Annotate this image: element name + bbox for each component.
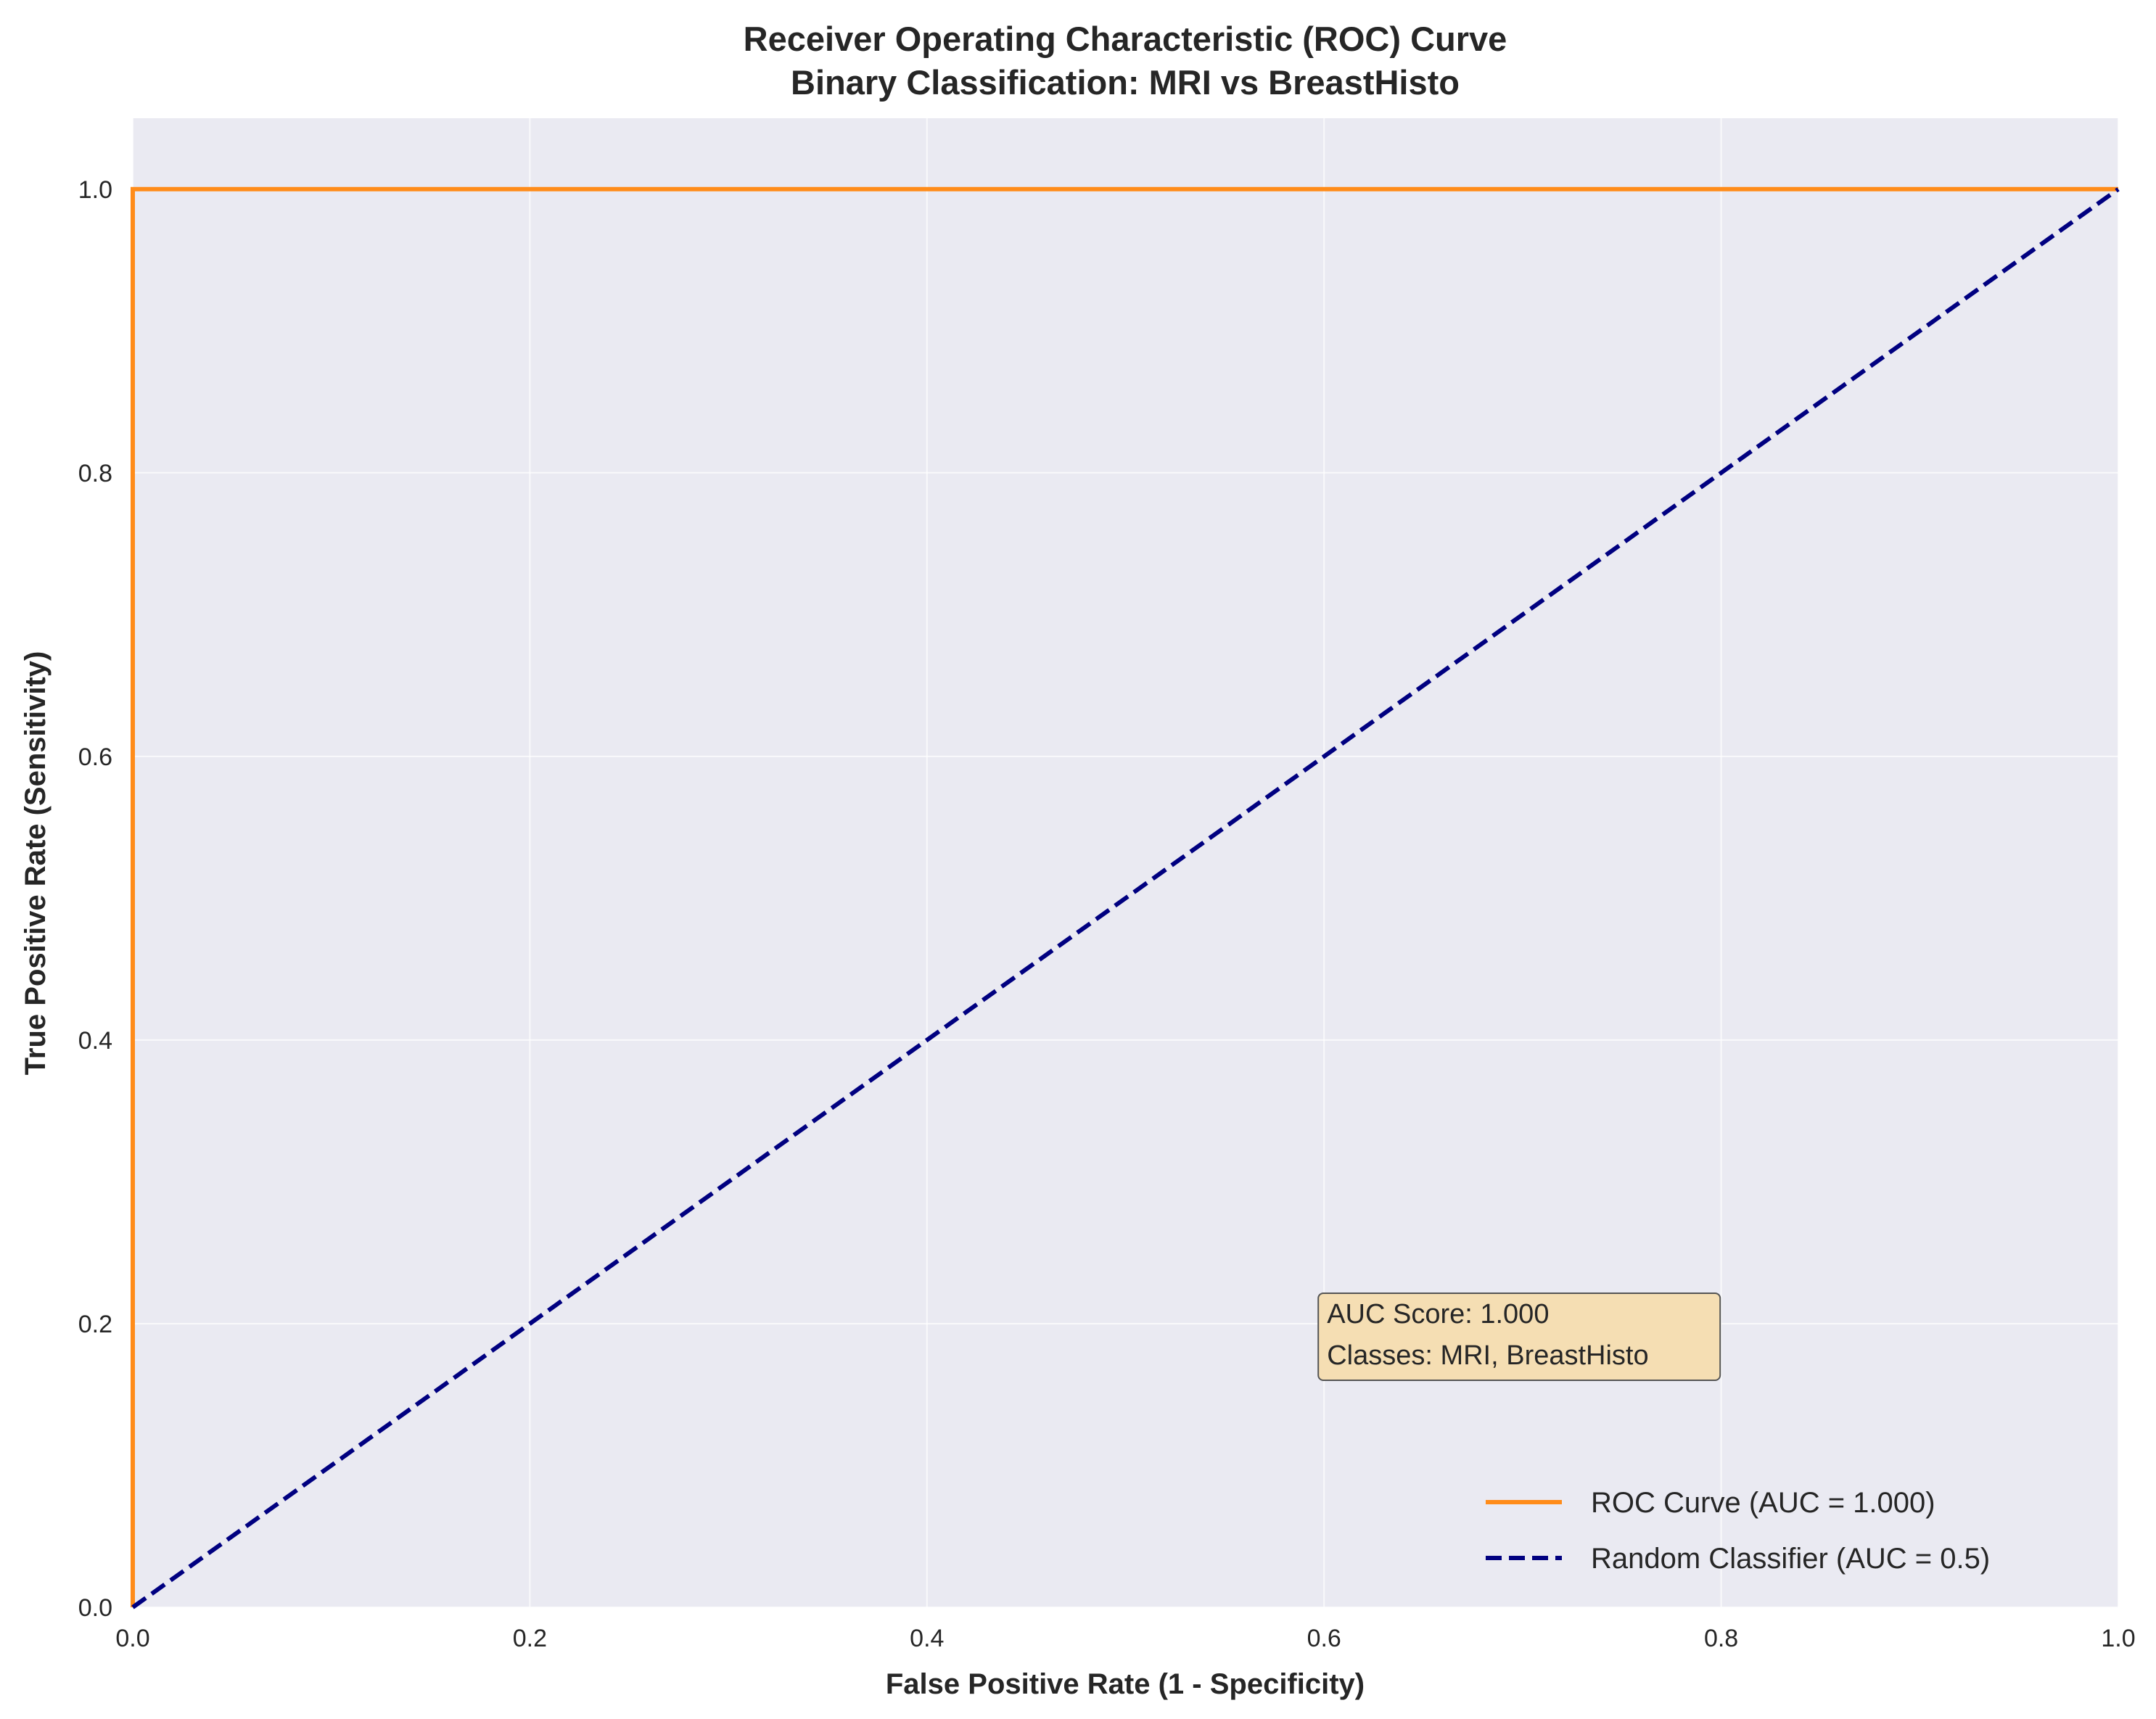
x-tick-label: 0.2: [513, 1625, 547, 1652]
x-tick-labels: 0.0 0.2 0.4 0.6 0.8 1.0: [115, 1625, 2135, 1652]
y-tick-label: 0.8: [78, 460, 112, 487]
random-classifier-line: [131, 187, 2120, 1609]
x-axis-label: False Positive Rate (1 - Specificity): [886, 1668, 1365, 1700]
annotation-classes: Classes: MRI, BreastHisto: [1327, 1340, 1648, 1371]
grid-lines: [132, 118, 2119, 1608]
legend-label-random: Random Classifier (AUC = 0.5): [1591, 1543, 1990, 1575]
chart-title-line-2: Binary Classification: MRI vs BreastHist…: [791, 63, 1460, 102]
x-tick-label: 1.0: [2101, 1625, 2135, 1652]
y-tick-label: 0.4: [78, 1027, 112, 1055]
y-tick-label: 1.0: [78, 176, 112, 204]
plot-background: [133, 118, 2118, 1607]
annotation-box: [1317, 1292, 1721, 1381]
x-tick-label: 0.0: [115, 1625, 149, 1652]
legend: ROC Curve (AUC = 1.000) Random Classifie…: [1486, 1487, 1990, 1575]
auc-annotation: AUC Score: 1.000 Classes: MRI, BreastHis…: [1317, 1292, 1721, 1381]
x-tick-label: 0.8: [1704, 1625, 1738, 1652]
y-tick-label: 0.2: [78, 1311, 112, 1338]
y-tick-labels: 0.0 0.2 0.4 0.6 0.8 1.0: [78, 176, 112, 1622]
y-tick-label: 0.0: [78, 1594, 112, 1622]
x-tick-label: 0.6: [1307, 1625, 1341, 1652]
annotation-auc-score: AUC Score: 1.000: [1327, 1299, 1549, 1330]
y-axis-label: True Positive Rate (Sensitivity): [20, 651, 52, 1076]
roc-curve-line: [131, 186, 2118, 1607]
legend-label-roc: ROC Curve (AUC = 1.000): [1591, 1487, 1935, 1519]
series-lines: [131, 186, 2120, 1609]
chart-title-line-1: Receiver Operating Characteristic (ROC) …: [744, 20, 1507, 58]
y-tick-label: 0.6: [78, 743, 112, 771]
x-tick-label: 0.4: [910, 1625, 944, 1652]
